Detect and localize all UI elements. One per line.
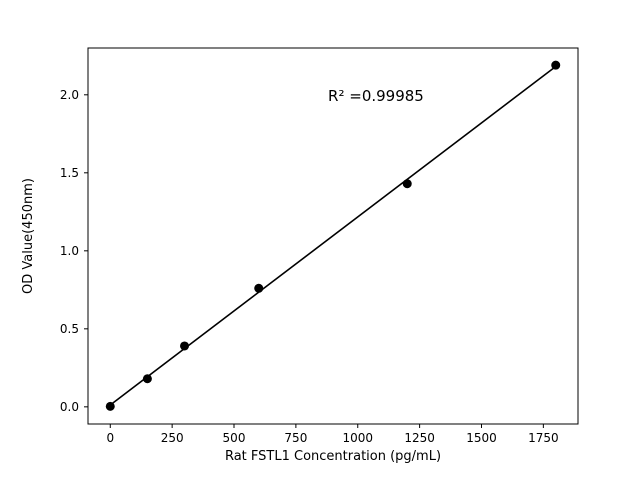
y-tick-label: 2.0: [60, 88, 79, 102]
x-tick-label: 1500: [466, 431, 497, 445]
x-tick-label: 250: [161, 431, 184, 445]
r-squared-annotation: R² =0.99985: [328, 87, 424, 105]
data-point: [254, 283, 264, 293]
plot-border: [87, 47, 579, 425]
data-point: [551, 60, 561, 70]
y-tick-label: 1.5: [60, 166, 79, 180]
y-tick-label: 1.0: [60, 244, 79, 258]
x-tick-label: 750: [284, 431, 307, 445]
y-tick-label: 0.0: [60, 400, 79, 414]
x-tick-label: 500: [223, 431, 246, 445]
x-tick-label: 1750: [528, 431, 559, 445]
y-tick-label: 0.5: [60, 322, 79, 336]
data-point: [402, 179, 412, 189]
y-axis-label: OD Value(450nm): [21, 178, 36, 294]
data-point: [105, 401, 115, 411]
data-point: [142, 374, 152, 384]
x-tick-label: 1250: [404, 431, 435, 445]
x-tick-label: 0: [106, 431, 114, 445]
data-point: [180, 341, 190, 351]
x-tick-label: 1000: [342, 431, 373, 445]
x-axis-label: Rat FSTL1 Concentration (pg/mL): [225, 449, 441, 464]
